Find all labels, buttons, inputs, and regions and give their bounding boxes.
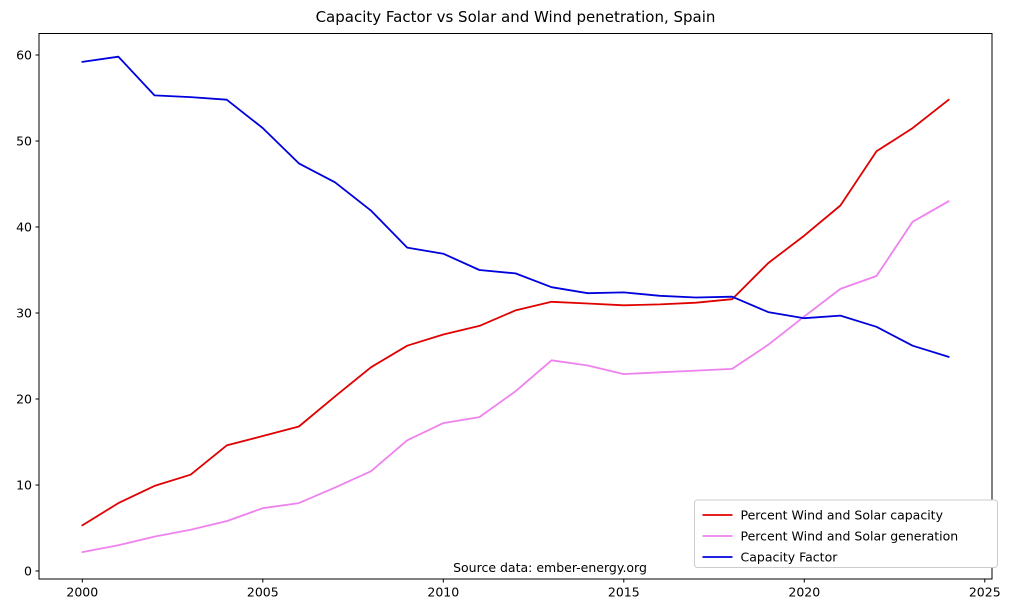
legend-label-percent-wind-and-solar-generation: Percent Wind and Solar generation [741,529,959,544]
chart-title: Capacity Factor vs Solar and Wind penetr… [316,8,716,26]
legend-box [694,499,998,568]
legend: Percent Wind and Solar capacity Percent W… [694,499,998,568]
x-tick-label: 2000 [66,585,98,600]
series-line-percent-wind-and-solar-capacity [81,98,950,527]
plot-border [38,33,993,580]
x-tick-label: 2005 [247,585,279,600]
y-tick-label: 50 [16,134,32,149]
y-tick-label: 30 [16,306,32,321]
y-tick-label: 20 [16,392,32,407]
series-lines [81,55,950,553]
y-tick-label: 10 [16,478,32,493]
y-axis-ticks: 0 10 20 30 40 50 60 [16,48,39,579]
y-tick-label: 60 [16,48,32,63]
legend-label-percent-wind-and-solar-capacity: Percent Wind and Solar capacity [741,508,944,523]
series-line-capacity-factor [81,55,950,358]
legend-label-capacity-factor: Capacity Factor [741,550,839,565]
series-line-percent-wind-and-solar-generation [81,200,950,553]
x-tick-label: 2020 [788,585,820,600]
x-axis-ticks: 2000 2005 2010 2015 2020 2025 [66,579,1001,600]
x-tick-label: 2010 [427,585,459,600]
x-tick-label: 2015 [608,585,640,600]
y-tick-label: 0 [24,564,32,579]
x-tick-label: 2025 [969,585,1001,600]
y-tick-label: 40 [16,220,32,235]
source-note: Source data: ember-energy.org [453,560,647,575]
